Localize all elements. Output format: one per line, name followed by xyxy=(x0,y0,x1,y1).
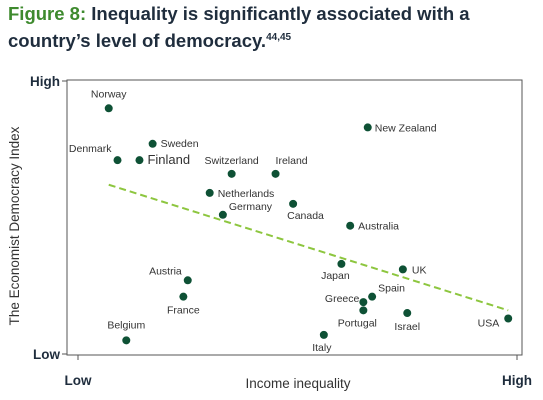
point-label-france: France xyxy=(167,305,200,317)
point-label-germany: Germany xyxy=(229,201,273,213)
point-label-new-zealand: New Zealand xyxy=(375,122,437,134)
point-sweden xyxy=(148,139,157,148)
plot-frame xyxy=(66,79,523,356)
point-germany xyxy=(218,210,227,219)
point-finland xyxy=(135,156,144,165)
point-label-greece: Greece xyxy=(325,293,360,305)
point-label-ireland: Ireland xyxy=(276,155,308,167)
point-israel xyxy=(403,309,412,318)
point-belgium xyxy=(122,336,131,345)
point-norway xyxy=(104,104,113,113)
point-uk xyxy=(398,265,407,274)
y-tick-label-high: High xyxy=(30,74,60,89)
point-canada xyxy=(289,199,298,208)
point-label-belgium: Belgium xyxy=(107,319,145,331)
point-usa xyxy=(504,314,513,323)
point-switzerland xyxy=(227,169,236,178)
point-greece xyxy=(359,298,368,307)
point-label-switzerland: Switzerland xyxy=(205,155,259,167)
x-axis-label: Income inequality xyxy=(245,376,350,391)
point-ireland xyxy=(271,169,280,178)
figure-label: Figure 8: xyxy=(8,3,87,24)
y-tick-label-low: Low xyxy=(33,347,60,362)
point-label-japan: Japan xyxy=(321,270,350,282)
point-label-australia: Australia xyxy=(358,221,399,233)
point-australia xyxy=(346,221,355,230)
point-label-italy: Italy xyxy=(312,342,332,354)
point-new-zealand xyxy=(363,123,372,132)
point-italy xyxy=(319,330,328,339)
point-label-sweden: Sweden xyxy=(161,138,199,150)
x-tick-label-high: High xyxy=(502,373,532,388)
point-portugal xyxy=(359,306,368,315)
point-netherlands xyxy=(205,188,214,197)
point-label-israel: Israel xyxy=(394,321,420,333)
point-label-canada: Canada xyxy=(287,210,324,222)
x-tick-label-low: Low xyxy=(65,373,92,388)
point-spain xyxy=(368,292,377,301)
point-japan xyxy=(337,259,346,268)
point-austria xyxy=(183,276,192,285)
point-label-finland: Finland xyxy=(147,152,190,167)
point-label-norway: Norway xyxy=(91,88,127,100)
point-france xyxy=(179,292,188,301)
point-label-portugal: Portugal xyxy=(338,317,377,329)
figure-citation: 44,45 xyxy=(266,32,292,43)
point-label-spain: Spain xyxy=(378,283,405,295)
data-points: Norway Denmark Finland Sweden Switzerland Ire… xyxy=(69,88,513,354)
y-axis-label: The Economist Democracy Index xyxy=(7,126,22,325)
point-denmark xyxy=(113,156,122,165)
trend-line xyxy=(108,183,509,312)
figure-title-text: Inequality is significantly associated w… xyxy=(8,3,470,52)
point-label-netherlands: Netherlands xyxy=(218,188,275,200)
point-label-usa: USA xyxy=(478,318,500,330)
point-label-denmark: Denmark xyxy=(69,143,112,155)
figure-title: Figure 8: Inequality is significantly as… xyxy=(8,2,538,53)
point-label-austria: Austria xyxy=(149,265,182,277)
point-label-uk: UK xyxy=(412,264,427,276)
